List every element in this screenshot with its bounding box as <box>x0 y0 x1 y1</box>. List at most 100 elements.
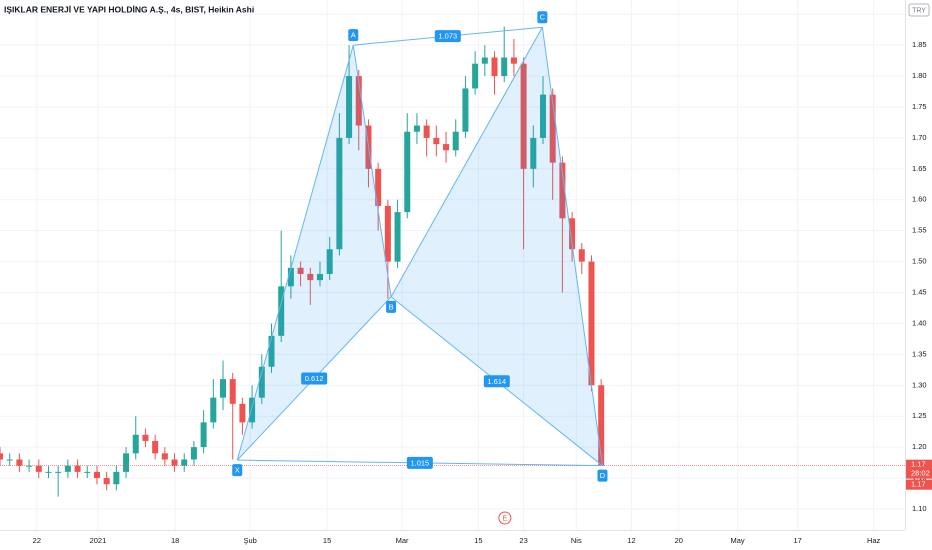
candle-body <box>35 465 42 472</box>
point-box <box>386 300 397 313</box>
candle-body <box>123 453 130 472</box>
x-tick-label: Şub <box>243 536 256 545</box>
y-tick-label: 1.40 <box>912 318 927 327</box>
candle-body <box>413 125 420 132</box>
point-label: B <box>389 302 394 311</box>
candle-body <box>588 261 595 386</box>
currency-box[interactable] <box>908 3 930 17</box>
last-price-tag <box>906 459 932 479</box>
x-tick-label: 20 <box>675 536 683 545</box>
candle-body <box>423 125 430 138</box>
candle-body <box>559 162 566 219</box>
candle-body <box>220 379 227 398</box>
x-tick-label: Haz <box>867 536 881 545</box>
point-box <box>537 11 548 24</box>
candle-body <box>540 94 546 138</box>
y-tick-label: 1.30 <box>912 380 927 389</box>
y-tick-label: 1.45 <box>912 288 927 297</box>
candle-body <box>530 137 537 169</box>
candle-body <box>45 471 52 473</box>
y-tick-label: 1.75 <box>912 102 927 111</box>
ratio-label: 1.073 <box>438 32 457 41</box>
x-tick-label: 15 <box>474 536 482 545</box>
y-tick-label: 1.25 <box>912 411 927 420</box>
candle-body <box>336 137 343 250</box>
pattern-triangle <box>237 45 392 461</box>
candle-body <box>510 57 517 64</box>
ratio-label: 0.612 <box>305 374 324 383</box>
chart-title: IŞIKLAR ENERJİ VE YAPI HOLDİNG A.Ş., 4s,… <box>4 4 254 14</box>
x-tick-label: Nis <box>571 536 582 545</box>
y-tick-label: 1.60 <box>912 195 927 204</box>
ratio-label: 1.614 <box>487 377 506 386</box>
candle-body <box>384 205 391 262</box>
candle-body <box>549 94 556 163</box>
candle-body <box>598 385 605 466</box>
candle-body <box>278 286 285 336</box>
candle-body <box>6 459 13 461</box>
candle-body <box>93 471 100 479</box>
countdown-label: 28:02 <box>911 469 930 478</box>
x-tick-label: 17 <box>794 536 802 545</box>
candle-body <box>161 453 168 460</box>
point-label: C <box>540 13 546 22</box>
y-tick-label: 1.10 <box>912 504 927 513</box>
candle-body <box>326 249 333 274</box>
candle-body <box>472 63 479 89</box>
candle-body <box>0 453 3 460</box>
candle-body <box>171 459 178 466</box>
candle-body <box>239 403 246 423</box>
x-tick-label: 22 <box>33 536 41 545</box>
candle-body <box>443 144 450 151</box>
pattern-leg <box>236 45 354 461</box>
pattern-leg <box>352 45 392 297</box>
point-label: D <box>600 471 606 480</box>
event-label: E <box>503 515 508 522</box>
candle-body <box>152 440 159 454</box>
candle-body <box>26 465 33 467</box>
candle-body <box>200 422 207 448</box>
candle-body <box>452 131 459 151</box>
candle-body <box>501 57 508 77</box>
candle-body <box>569 218 576 250</box>
candle-body <box>113 471 120 485</box>
candle-body <box>433 137 440 145</box>
candle-body <box>103 478 110 485</box>
candle-body <box>404 131 411 213</box>
y-tick-label: 1.70 <box>912 133 927 142</box>
candle-body <box>55 471 62 473</box>
event-marker[interactable] <box>498 511 512 525</box>
candle-body <box>491 57 498 77</box>
marker-price-tag <box>906 479 932 490</box>
x-tick-label: 23 <box>519 536 527 545</box>
candle-body <box>210 397 217 423</box>
candle-body <box>375 168 382 206</box>
x-tick-label: 12 <box>627 536 635 545</box>
candle-body <box>249 397 256 423</box>
point-box <box>232 464 243 477</box>
x-tick-label: May <box>730 536 744 545</box>
candle-body <box>287 267 294 287</box>
candle-body <box>229 379 236 404</box>
y-tick-label: 1.50 <box>912 257 927 266</box>
candle-body <box>481 57 488 64</box>
candle-body <box>142 434 149 441</box>
candle-body <box>258 366 265 398</box>
axes: 1.101.151.201.251.301.351.401.451.501.55… <box>33 9 932 545</box>
candle-body <box>64 465 71 472</box>
grid <box>0 0 905 530</box>
candles <box>0 26 905 497</box>
candle-body <box>132 434 139 454</box>
x-tick-label: Mar <box>396 536 409 545</box>
marker-price-label: 1.17 <box>911 480 926 489</box>
pattern-triangle <box>391 27 603 466</box>
point-label: A <box>351 31 356 40</box>
y-tick-label: 1.55 <box>912 226 927 235</box>
candle-body <box>190 447 197 460</box>
candle-body <box>520 63 527 169</box>
ratio-box <box>483 375 510 388</box>
candle-body <box>181 459 188 466</box>
point-box <box>348 29 359 42</box>
